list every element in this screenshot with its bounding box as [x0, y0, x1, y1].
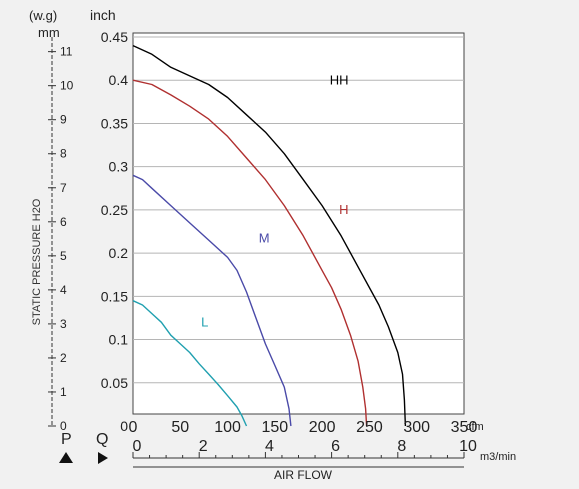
inch-tick-label: 0	[120, 418, 128, 434]
cfm-unit: cfm	[466, 421, 484, 433]
m3-tick-label: 8	[397, 438, 406, 455]
cfm-tick-label: 300	[403, 419, 430, 436]
cfm-tick-label: 50	[171, 419, 189, 436]
mm-tick-label: 1	[60, 385, 67, 399]
curves	[132, 44, 407, 427]
m3-tick-label: 4	[265, 438, 274, 455]
grid-lines	[133, 36, 464, 384]
cfm-tick-label: 350	[451, 419, 478, 436]
cfm-tick-label: 250	[356, 419, 383, 436]
curve-h	[132, 79, 368, 427]
cfm-tick-label: 150	[262, 419, 289, 436]
m3-tick-label: 6	[331, 438, 340, 455]
p-axis-unit-top: (w.g)	[29, 8, 57, 23]
mm-tick-label: 2	[60, 351, 67, 365]
curve-label-h: H	[339, 202, 348, 217]
mm-tick-label: 4	[60, 283, 67, 297]
q-marker-triangle	[98, 452, 108, 464]
mm-tick-label: 0	[60, 419, 67, 433]
inch-tick-label: 0.3	[109, 159, 129, 175]
mm-tick-label: 5	[60, 249, 67, 263]
mm-tick-label: 10	[60, 79, 74, 93]
inch-tick-label: 0.45	[101, 29, 128, 45]
plot-area	[132, 32, 465, 415]
cfm-tick-label: 200	[309, 419, 336, 436]
p-marker-triangle	[59, 452, 73, 463]
p-marker-label: P	[61, 431, 72, 448]
inch-tick-label: 0.4	[109, 72, 129, 88]
inch-tick-label: 0.25	[101, 202, 128, 218]
y-axis-title: STATIC PRESSURE H2O	[31, 198, 43, 325]
curve-label-hh: HH	[330, 73, 349, 88]
curve-label-l: L	[201, 315, 208, 330]
mm-tick-label: 7	[60, 181, 67, 195]
inch-tick-label: 0.35	[101, 115, 128, 131]
inch-axis-unit: inch	[90, 7, 116, 23]
curve-l	[132, 300, 248, 427]
mm-tick-label: 3	[60, 317, 67, 331]
q-marker-label: Q	[96, 431, 108, 448]
p-axis-unit: mm	[38, 25, 60, 40]
m3-tick-label: 0	[133, 438, 142, 455]
inch-tick-label: 0.15	[101, 288, 128, 304]
cfm-tick-label: 0	[129, 419, 138, 436]
inch-tick-label: 0.05	[101, 375, 128, 391]
m3-unit: m3/min	[480, 451, 516, 463]
curve-label-m: M	[259, 231, 270, 246]
mm-tick-label: 11	[60, 45, 73, 59]
curve-hh	[132, 44, 407, 427]
axes: 0 0.05 0.1 0.15 0.2 0.25 0.3 0.35 0.4 0.45 0 1 2 3 4 5 6…	[48, 29, 478, 468]
mm-tick-label: 6	[60, 215, 67, 229]
m3-tick-label: 2	[199, 438, 208, 455]
inch-tick-label: 0.1	[109, 332, 129, 348]
m3-tick-label: 10	[459, 438, 477, 455]
cfm-tick-label: 100	[214, 419, 241, 436]
curve-m	[132, 174, 292, 427]
mm-tick-label: 9	[60, 113, 67, 127]
mm-tick-label: 8	[60, 147, 67, 161]
x-axis-title: AIR FLOW	[274, 468, 333, 482]
inch-tick-label: 0.2	[109, 245, 129, 261]
